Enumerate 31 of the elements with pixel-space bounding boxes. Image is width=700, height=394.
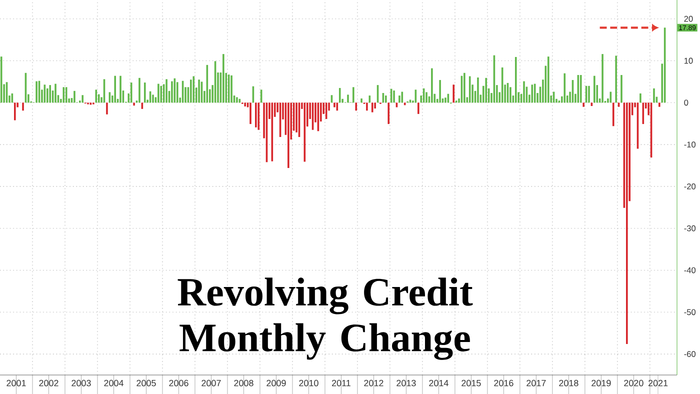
x-tick-label: 2021 [648, 380, 668, 386]
text: Revolving Credit Monthly Change [178, 278, 473, 360]
x-tick-label: 2001 [6, 380, 26, 386]
x-tick-label: 2006 [169, 380, 188, 386]
x-tick-label: 2009 [266, 380, 286, 386]
x-tick-label: 2013 [396, 380, 416, 386]
y-tick-label: -60 [684, 351, 696, 357]
x-tick-label: 2015 [462, 380, 481, 386]
y-tick-label: -10 [684, 142, 696, 148]
y-tick-label: -30 [684, 225, 696, 232]
x-tick-label: 2018 [559, 380, 578, 386]
x-tick-label: 2019 [592, 380, 611, 386]
x-tick-label: 2014 [429, 380, 448, 386]
x-tick-label: 2012 [364, 380, 384, 386]
x-tick-label: 2010 [299, 380, 318, 386]
x-tick-label: 2005 [136, 380, 156, 386]
y-tick-label: 10 [684, 58, 693, 64]
y-tick-label: 20 [684, 16, 693, 22]
x-tick-label: 2008 [234, 380, 254, 386]
x-tick-label: 2011 [332, 380, 350, 386]
x-tick-label: 2007 [202, 380, 221, 386]
y-tick-label: -40 [684, 267, 696, 274]
x-tick-label: 2004 [104, 380, 124, 386]
x-tick-label: 2003 [72, 380, 91, 386]
y-tick-label: -50 [684, 309, 696, 316]
x-tick-label: 2020 [624, 380, 644, 386]
x-tick-label: 2002 [39, 380, 58, 386]
y-tick-label: 0 [684, 100, 688, 106]
x-tick-label: 2016 [494, 380, 514, 386]
x-tick-label: 2017 [526, 380, 546, 386]
y-tick-label: -20 [684, 184, 696, 190]
